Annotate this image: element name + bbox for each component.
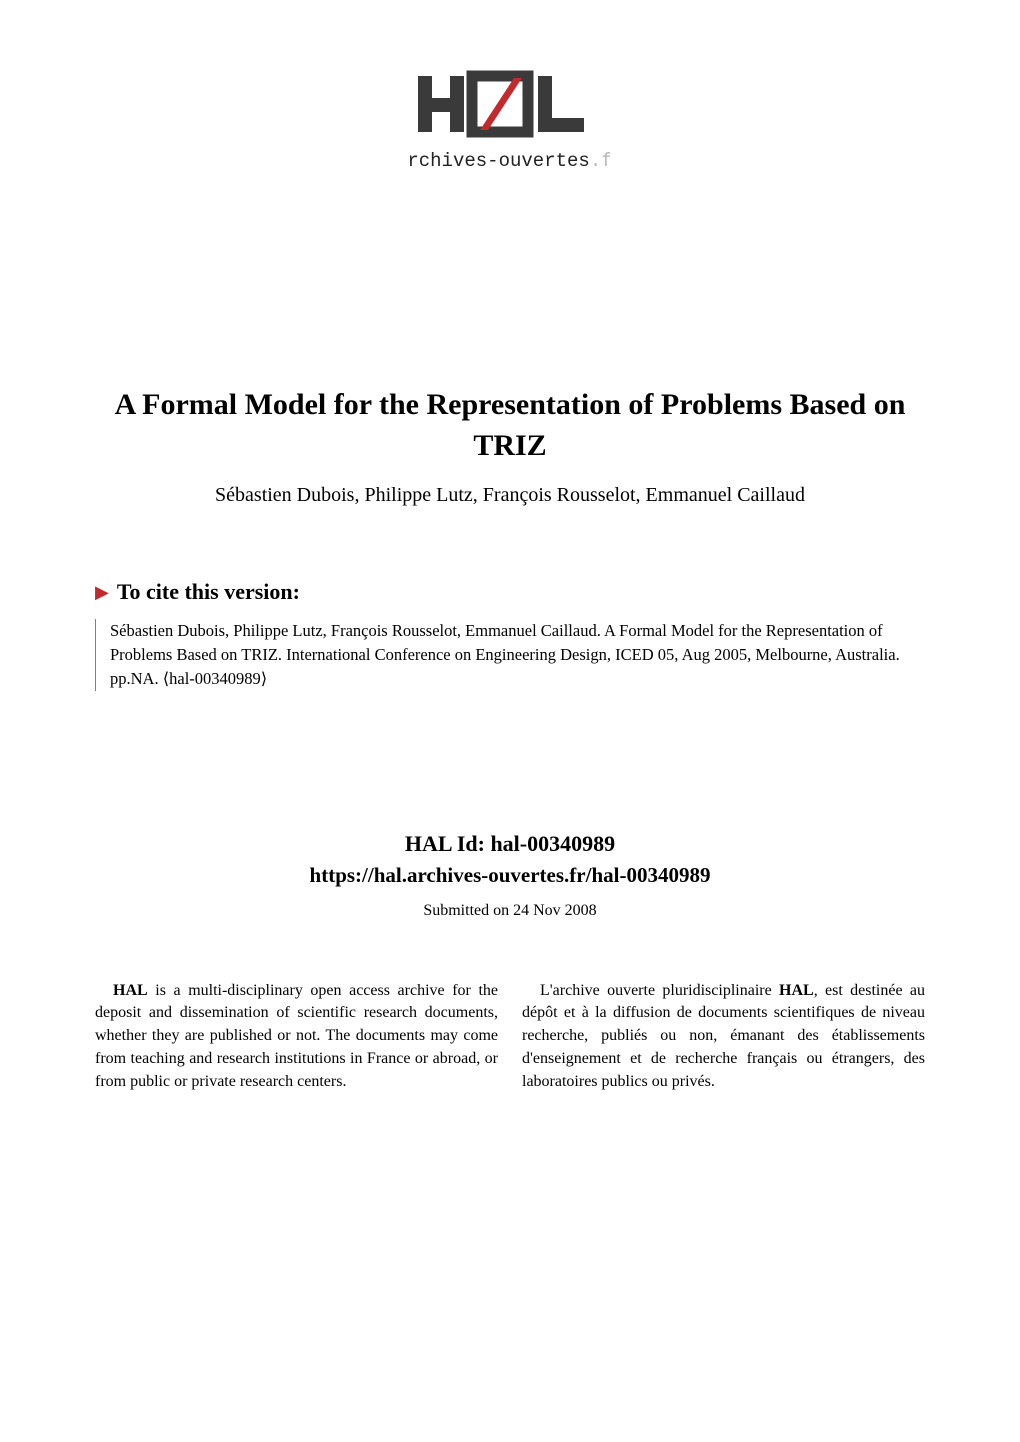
hal-url[interactable]: https://hal.archives-ouvertes.fr/hal-003… bbox=[95, 863, 925, 888]
paper-authors: Sébastien Dubois, Philippe Lutz, Françoi… bbox=[95, 484, 925, 507]
description-columns: HAL is a multi-disciplinary open access … bbox=[95, 980, 925, 1094]
hal-logo-svg: archives-ouvertes.fr bbox=[410, 70, 610, 200]
description-english: HAL is a multi-disciplinary open access … bbox=[95, 980, 498, 1094]
cite-body: Sébastien Dubois, Philippe Lutz, Françoi… bbox=[95, 619, 925, 691]
cite-header: ▶ To cite this version: bbox=[95, 579, 925, 605]
desc-en-text: is a multi-disciplinary open access arch… bbox=[95, 982, 498, 1090]
desc-fr-bold: HAL bbox=[779, 982, 814, 999]
cite-marker-icon: ▶ bbox=[95, 582, 109, 603]
desc-fr-prefix: L'archive ouverte pluridisciplinaire bbox=[540, 982, 779, 999]
svg-text:archives-ouvertes.fr: archives-ouvertes.fr bbox=[410, 150, 610, 172]
hal-id: HAL Id: hal-00340989 bbox=[95, 831, 925, 857]
desc-en-bold: HAL bbox=[113, 982, 148, 999]
paper-title: A Formal Model for the Representation of… bbox=[95, 385, 925, 466]
cite-header-text: To cite this version: bbox=[117, 579, 300, 605]
hal-logo: archives-ouvertes.fr bbox=[95, 70, 925, 205]
cite-section: ▶ To cite this version: Sébastien Dubois… bbox=[95, 579, 925, 691]
submitted-date: Submitted on 24 Nov 2008 bbox=[95, 902, 925, 920]
hal-id-section: HAL Id: hal-00340989 https://hal.archive… bbox=[95, 831, 925, 920]
description-french: L'archive ouverte pluridisciplinaire HAL… bbox=[522, 980, 925, 1094]
